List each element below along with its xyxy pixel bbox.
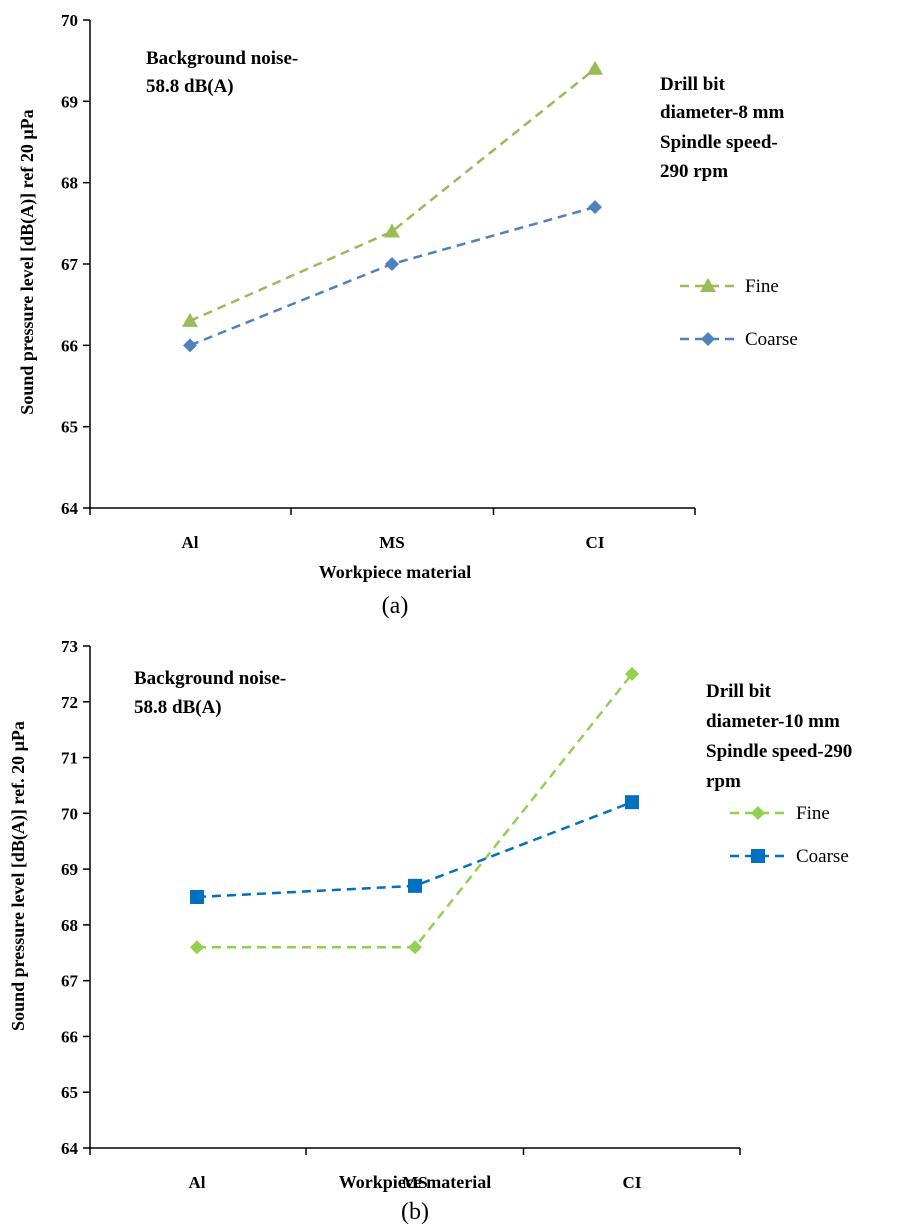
panel-a-legend-marker-fine xyxy=(700,278,716,292)
panel-a: Sound pressure level [dB(A)] ref 20 µPa … xyxy=(17,48,784,619)
panel-b: Sound pressure level [dB(A)] ref. 20 µPa… xyxy=(8,668,852,1224)
panel-a-y-tick-label: 69 xyxy=(61,92,78,111)
panel-a-panel-label: (a) xyxy=(382,593,409,619)
panel-b-y-tick-label: 71 xyxy=(61,749,78,768)
panel-a-y-tick-label: 65 xyxy=(61,418,78,437)
panel-a-x-tick-label: CI xyxy=(586,533,605,552)
panel-b-point-fine xyxy=(190,940,204,955)
panel-a-y-tick-label: 64 xyxy=(61,499,79,518)
panel-a-annotation-right-line-1: Drill bit xyxy=(660,74,726,95)
panel-a-plot: 64 65 66 67 68 69 70 Al MS CI Fine Coarse xyxy=(61,11,798,552)
panel-b-panel-label: (b) xyxy=(401,1199,429,1224)
panel-a-xlabel: Workpiece material xyxy=(319,562,471,582)
panel-a-legend-label-coarse: Coarse xyxy=(745,329,798,350)
panel-b-y-tick-label: 73 xyxy=(61,637,78,656)
panel-b-legend-label-fine: Fine xyxy=(796,803,830,824)
panel-a-point-coarse xyxy=(385,257,399,271)
panel-a-point-fine xyxy=(384,223,400,238)
panel-b-xlabel: Workpiece material xyxy=(339,1172,491,1192)
panel-a-annotation-left-line-1: Background noise- xyxy=(146,48,298,69)
panel-a-x-tick-label: Al xyxy=(182,533,199,552)
panel-b-annotation-right-line-4: rpm xyxy=(706,771,741,792)
panel-a-y-tick-label: 68 xyxy=(61,174,78,193)
panel-b-annotation-left-line-2: 58.8 dB(A) xyxy=(134,697,222,718)
panel-a-point-fine xyxy=(182,312,198,327)
panel-b-x-tick-label: Al xyxy=(189,1173,206,1192)
panel-b-point-fine xyxy=(408,940,422,955)
panel-b-legend-label-coarse: Coarse xyxy=(796,846,849,867)
panel-a-y-tick-label: 70 xyxy=(61,11,78,30)
panel-a-y-tick-label: 67 xyxy=(61,255,79,274)
panel-b-legend-marker-fine xyxy=(751,806,765,820)
panel-b-annotation-right-line-2: diameter-10 mm xyxy=(706,711,840,732)
panel-b-series-line-fine xyxy=(197,673,633,949)
panel-b-legend-marker-coarse xyxy=(751,849,765,863)
panel-a-point-coarse xyxy=(588,200,602,215)
panel-a-ylabel: Sound pressure level [dB(A)] ref 20 µPa xyxy=(17,109,38,414)
panel-b-y-tick-label: 72 xyxy=(61,693,78,712)
panel-a-annotation-right-line-4: 290 rpm xyxy=(660,161,728,182)
panel-b-point-coarse xyxy=(190,890,204,904)
panel-a-point-coarse xyxy=(183,338,197,353)
panel-b-point-coarse xyxy=(408,878,422,893)
panel-a-series-line-fine xyxy=(189,67,596,323)
panel-b-point-coarse xyxy=(625,795,639,810)
panel-a-y-tick-label: 66 xyxy=(61,336,78,355)
panel-a-legend-label-fine: Fine xyxy=(745,276,779,297)
panel-b-y-tick-label: 68 xyxy=(61,916,78,935)
panel-a-legend-marker-coarse xyxy=(701,332,715,346)
panel-a-point-fine xyxy=(587,60,603,75)
panel-b-x-tick-label: MS xyxy=(402,1173,428,1192)
panel-b-annotation-right-line-3: Spindle speed-290 xyxy=(706,741,852,762)
panel-a-annotation-right-line-2: diameter-8 mm xyxy=(660,102,784,123)
panel-b-x-tick-label: CI xyxy=(623,1173,642,1192)
panel-b-annotation-left-line-1: Background noise- xyxy=(134,668,286,689)
panel-b-y-tick-label: 64 xyxy=(61,1139,79,1158)
panel-b-plot: 64 65 66 67 68 69 70 71 72 73 Al MS CI Fine Coarse xyxy=(61,637,849,1192)
panel-b-ylabel: Sound pressure level [dB(A)] ref. 20 µPa xyxy=(8,721,29,1031)
panel-a-annotation-right-line-3: Spindle speed- xyxy=(660,132,778,153)
panel-a-x-tick-label: MS xyxy=(379,533,405,552)
panel-a-annotation-left-line-2: 58.8 dB(A) xyxy=(146,76,234,97)
panel-b-y-tick-label: 69 xyxy=(61,860,78,879)
panel-b-y-tick-label: 67 xyxy=(61,972,79,991)
panel-b-y-tick-label: 70 xyxy=(61,804,78,823)
panel-b-annotation-right-line-1: Drill bit xyxy=(706,681,772,702)
panel-b-y-tick-label: 66 xyxy=(61,1027,78,1046)
panel-b-point-fine xyxy=(625,666,639,681)
panel-b-y-tick-label: 65 xyxy=(61,1083,78,1102)
